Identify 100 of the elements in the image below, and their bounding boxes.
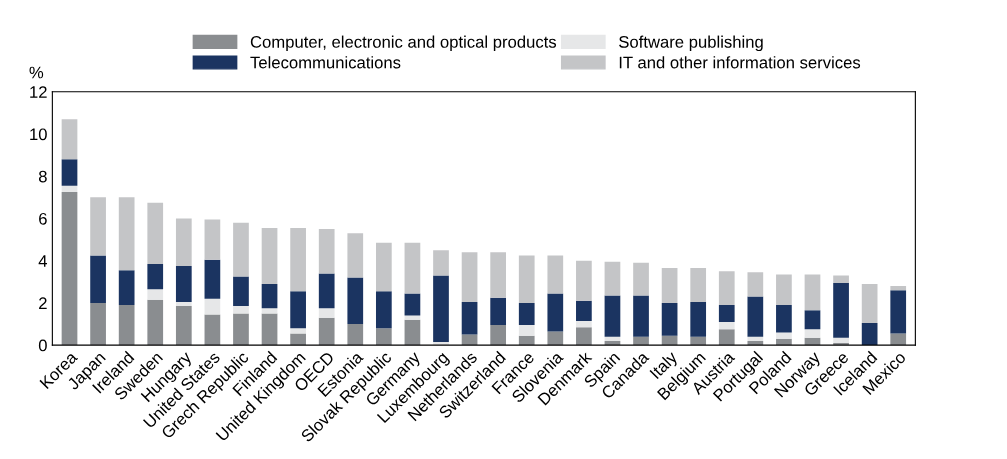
bar bbox=[347, 233, 364, 278]
bar bbox=[118, 305, 135, 346]
legend-label: Software publishing bbox=[619, 35, 763, 52]
bar bbox=[747, 272, 764, 297]
bar bbox=[833, 343, 849, 346]
bar bbox=[661, 268, 678, 303]
bar bbox=[833, 337, 849, 344]
bar bbox=[861, 283, 878, 323]
bar bbox=[375, 328, 392, 346]
bar bbox=[290, 227, 306, 292]
bar bbox=[404, 293, 421, 316]
bar bbox=[890, 290, 907, 334]
y-tick-label: 2 bbox=[39, 297, 47, 309]
bar bbox=[375, 291, 392, 329]
bar bbox=[461, 252, 478, 302]
bar bbox=[90, 302, 106, 346]
bar bbox=[147, 263, 164, 290]
bar bbox=[633, 295, 649, 337]
bar bbox=[833, 282, 849, 338]
bar bbox=[776, 338, 792, 346]
y-tick-label: 0 bbox=[38, 339, 47, 352]
bar bbox=[661, 302, 678, 336]
bar bbox=[604, 336, 621, 341]
bar bbox=[261, 313, 278, 346]
y-tick-label: 8 bbox=[38, 170, 47, 183]
bar bbox=[776, 332, 792, 339]
bar bbox=[490, 297, 507, 326]
bar bbox=[290, 328, 306, 334]
bar bbox=[690, 336, 707, 346]
bar bbox=[204, 314, 221, 346]
bar bbox=[433, 342, 449, 346]
bar bbox=[547, 331, 564, 346]
bar bbox=[633, 262, 649, 296]
bar bbox=[233, 222, 249, 277]
bar bbox=[604, 261, 621, 296]
bar bbox=[318, 229, 335, 274]
bar bbox=[147, 299, 164, 346]
bar bbox=[261, 308, 278, 314]
bar bbox=[318, 317, 335, 346]
bar bbox=[890, 286, 907, 291]
bar bbox=[90, 197, 106, 256]
bar bbox=[547, 293, 564, 332]
bar bbox=[633, 336, 649, 346]
bar bbox=[776, 305, 792, 333]
bar bbox=[433, 250, 449, 276]
bar bbox=[576, 260, 592, 301]
bar bbox=[461, 334, 478, 346]
bar bbox=[747, 340, 764, 346]
bar bbox=[604, 340, 621, 346]
bar bbox=[404, 319, 421, 346]
bar bbox=[776, 274, 792, 306]
bar bbox=[747, 296, 764, 337]
bar bbox=[204, 298, 221, 315]
bar bbox=[261, 283, 278, 309]
bar bbox=[261, 227, 278, 284]
bar bbox=[661, 335, 678, 346]
bar bbox=[718, 329, 735, 346]
bar bbox=[833, 275, 849, 283]
bar bbox=[490, 325, 507, 346]
bar bbox=[804, 310, 821, 330]
bar bbox=[61, 159, 78, 186]
bar bbox=[118, 197, 135, 271]
bar bbox=[318, 308, 335, 318]
y-tick-label: 10 bbox=[30, 128, 47, 141]
bar bbox=[175, 301, 192, 307]
bar bbox=[518, 335, 535, 346]
bar bbox=[718, 271, 735, 306]
legend-label: Computer, electronic and optical products bbox=[250, 35, 557, 52]
legend-label: IT and other information services bbox=[619, 56, 861, 69]
bar bbox=[804, 337, 821, 346]
bar bbox=[604, 295, 621, 337]
y-tick-label: 6 bbox=[39, 212, 47, 225]
bar bbox=[747, 336, 764, 341]
bar bbox=[90, 255, 106, 303]
bar bbox=[804, 329, 821, 338]
bar bbox=[347, 277, 364, 325]
bar bbox=[718, 305, 735, 322]
y-tick-label: 4 bbox=[38, 255, 48, 267]
bar bbox=[490, 252, 507, 298]
bar bbox=[518, 255, 535, 303]
bar bbox=[690, 301, 707, 337]
bar bbox=[404, 315, 421, 320]
bar bbox=[547, 255, 564, 294]
bar bbox=[118, 270, 135, 306]
bar bbox=[433, 275, 449, 342]
bar bbox=[204, 219, 221, 260]
bar bbox=[690, 268, 707, 302]
bar bbox=[175, 306, 192, 346]
bar bbox=[147, 202, 164, 264]
bar bbox=[61, 185, 78, 193]
bar bbox=[204, 259, 221, 299]
bar bbox=[890, 333, 907, 346]
bar bbox=[576, 300, 592, 321]
bar bbox=[233, 306, 249, 314]
bar bbox=[147, 289, 164, 300]
bar bbox=[61, 192, 78, 346]
bar bbox=[461, 301, 478, 335]
y-tick-label: 12 bbox=[30, 86, 47, 98]
bar bbox=[233, 276, 249, 307]
bar bbox=[375, 242, 392, 292]
